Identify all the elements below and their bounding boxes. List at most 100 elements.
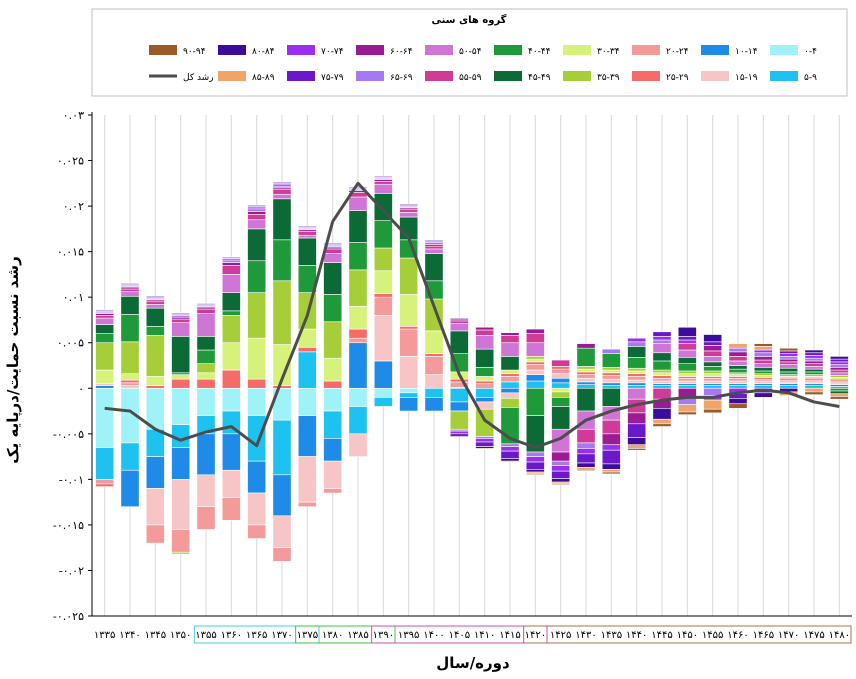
bar-segment: [779, 347, 799, 352]
bar-segment: [95, 385, 115, 389]
bar-segment: [804, 387, 824, 393]
bar-segment: [475, 329, 495, 336]
legend-label: ۴۰-۴۴: [528, 47, 551, 57]
legend-swatch: [218, 45, 246, 55]
y-tick-label: ۰.۰۱۵: [57, 246, 84, 259]
bar-segment: [399, 294, 419, 327]
bar-segment: [171, 322, 191, 337]
bar-segment: [247, 378, 267, 389]
legend-label: ۰-۴: [804, 47, 817, 57]
bar-segment: [196, 433, 216, 476]
bar-segment: [576, 469, 596, 472]
bar-segment: [829, 390, 849, 395]
bar-segment: [500, 397, 520, 408]
bar-segment: [171, 378, 191, 389]
bar-segment: [677, 343, 697, 351]
bar-segment: [373, 387, 393, 398]
bar-segment: [652, 385, 672, 389]
bar-segment: [753, 363, 773, 368]
bar-segment: [551, 460, 571, 466]
legend-swatch: [425, 45, 453, 55]
bar-segment: [348, 433, 368, 457]
bar-segment: [728, 356, 748, 362]
bar-segment: [475, 441, 495, 447]
bar-segment: [348, 242, 368, 271]
bar-segment: [348, 269, 368, 307]
bar-segment: [500, 376, 520, 383]
x-tick-label: ۱۴۴۰: [626, 630, 647, 641]
bar-segment: [728, 360, 748, 366]
x-tick-label: ۱۴۳۰: [575, 630, 596, 641]
bar-segment: [753, 385, 773, 389]
bar-segment: [779, 350, 799, 354]
bar-segment: [601, 449, 621, 465]
bar-segment: [677, 339, 697, 344]
x-axis-title: دوره/سال: [436, 654, 510, 672]
bar-segment: [475, 383, 495, 389]
bar-segment: [196, 303, 216, 305]
x-tick-label: ۱۴۵۵: [702, 630, 723, 641]
bar-segment: [196, 378, 216, 389]
bar-segment: [576, 343, 596, 349]
bar-segment: [323, 410, 343, 439]
bar-segment: [171, 551, 191, 555]
bar-segment: [525, 333, 545, 344]
bar-segment: [627, 376, 647, 381]
bar-segment: [601, 385, 621, 389]
x-tick-label: ۱۴۳۵: [601, 630, 622, 641]
legend-swatch: [701, 45, 729, 55]
legend-swatch: [563, 71, 591, 81]
bar-segment: [297, 456, 317, 503]
bar-segment: [652, 331, 672, 337]
x-tick-label: ۱۴۰۰: [423, 630, 444, 641]
bar-segment: [703, 345, 723, 352]
bar-segment: [829, 387, 849, 392]
bar-segment: [323, 488, 343, 494]
bar-segment: [576, 366, 596, 370]
bar-segment: [120, 442, 140, 471]
bar-segment: [551, 483, 571, 486]
bar-segment: [779, 361, 799, 365]
bar-segment: [804, 366, 824, 370]
legend-label: ۲۵-۲۹: [666, 73, 689, 83]
bar-segment: [829, 358, 849, 363]
bar-segment: [677, 380, 697, 385]
bar-segment: [221, 369, 241, 389]
bar-segment: [424, 245, 444, 250]
bar-segment: [221, 342, 241, 371]
bar-segment: [551, 377, 571, 384]
x-tick-label: ۱۳۶۰: [221, 630, 242, 641]
bar-segment: [703, 385, 723, 389]
bar-segment: [196, 363, 216, 374]
bar-segment: [728, 368, 748, 374]
bar-segment: [399, 209, 419, 213]
bar-segment: [247, 260, 267, 293]
bar-segment: [221, 469, 241, 498]
bar-segment: [348, 196, 368, 211]
legend-swatch: [632, 71, 660, 81]
bar-segment: [703, 370, 723, 374]
legend: ۰-۴ ۱۰-۱۴ ۲۰-۲۴ ۳۰-۳۴ ۴۰-۴۴ ۵۰-۵۴ ۶۰-۶۴ ۷۰-۷۴ ۸۰…: [149, 45, 817, 83]
bar-segment: [551, 465, 571, 472]
bar-segment: [475, 387, 495, 398]
bar-segment: [601, 433, 621, 446]
bar-segment: [120, 373, 140, 381]
bar-segment: [171, 312, 191, 314]
bar-segment: [703, 399, 723, 410]
bar-segment: [373, 270, 393, 294]
y-tick-label: ۰.۰۳: [63, 109, 84, 122]
bar-segment: [677, 357, 697, 364]
bar-segment: [221, 497, 241, 521]
bar-segment: [399, 212, 419, 218]
legend-label: ۱۰-۱۴: [735, 47, 758, 57]
bar-segment: [703, 334, 723, 343]
bar-segment: [424, 387, 444, 398]
bar-segment: [525, 451, 545, 457]
period-box: [371, 625, 548, 644]
legend-label: ۴۵-۴۹: [528, 73, 551, 83]
x-tick-label: ۱۳۴۰: [119, 630, 140, 641]
bar-segment: [297, 231, 317, 236]
bar-segment: [551, 359, 571, 367]
bar-segment: [627, 370, 647, 374]
legend-swatch: [287, 45, 315, 55]
